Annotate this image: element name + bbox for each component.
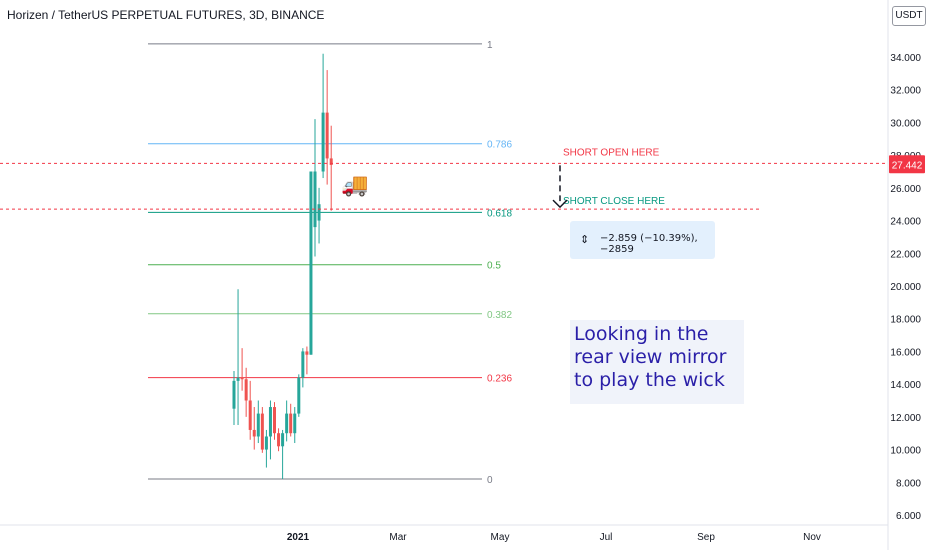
note-box: Looking in the rear view mirror to play … xyxy=(570,320,744,404)
chart-title: Horizen / TetherUS PERPETUAL FUTURES, 3D… xyxy=(7,8,325,22)
y-tick-label: 24.000 xyxy=(890,217,921,228)
candle-body xyxy=(281,433,285,447)
fib-level-label: 0.618 xyxy=(487,208,512,219)
y-tick-label: 14.000 xyxy=(890,380,921,391)
y-tick-label: 6.000 xyxy=(896,511,921,522)
candle-body xyxy=(301,351,305,378)
candle-body xyxy=(232,380,236,409)
x-tick-label: Nov xyxy=(803,532,821,543)
current-price-badge xyxy=(889,155,925,174)
fib-level-label: 0.236 xyxy=(487,374,512,385)
fib-level-label: 0 xyxy=(487,475,493,486)
x-tick-label: 2021 xyxy=(287,532,310,543)
x-tick-label: Mar xyxy=(389,532,407,543)
candle-body xyxy=(248,400,252,430)
candle-body xyxy=(313,171,317,228)
candle-body xyxy=(305,351,309,355)
candle-body xyxy=(244,379,248,401)
candle-body xyxy=(321,112,325,172)
candle-body xyxy=(297,377,301,414)
y-tick-label: 32.000 xyxy=(890,86,921,97)
note-line-3: to play the wick xyxy=(574,369,725,391)
fib-level-label: 1 xyxy=(487,40,493,51)
candle-body xyxy=(264,436,268,450)
candle-body xyxy=(317,204,321,221)
y-tick-label: 22.000 xyxy=(890,249,921,260)
candle-body xyxy=(236,377,240,381)
fib-level-label: 0.786 xyxy=(487,140,512,151)
fib-level-label: 0.382 xyxy=(487,310,512,321)
candle-body xyxy=(240,377,244,380)
candle-body xyxy=(289,413,293,434)
candle-body xyxy=(329,158,333,165)
current-price-label: 27.442 xyxy=(892,160,923,171)
y-tick-label: 30.000 xyxy=(890,118,921,129)
x-tick-label: Jul xyxy=(600,532,613,543)
candle-body xyxy=(260,413,264,450)
candle-body xyxy=(309,171,313,355)
x-tick-label: May xyxy=(491,532,510,543)
currency-button[interactable]: USDT xyxy=(892,6,926,26)
ruler-icon: ⇕ xyxy=(580,234,590,246)
note-line-2: rear view mirror xyxy=(574,346,727,368)
candle-body xyxy=(285,413,289,434)
candle-body xyxy=(325,112,329,159)
candle-body xyxy=(293,413,297,434)
truck-icon: 🚚 xyxy=(341,172,369,197)
candle-body xyxy=(277,433,281,447)
measure-arrow-head xyxy=(552,199,568,209)
candle-body xyxy=(252,429,256,437)
y-tick-label: 34.000 xyxy=(890,53,921,64)
note-line-1: Looking in the xyxy=(574,323,709,345)
y-tick-label: 8.000 xyxy=(896,478,921,489)
x-tick-label: Sep xyxy=(697,532,715,543)
y-tick-label: 26.000 xyxy=(890,184,921,195)
short-open-label: SHORT OPEN HERE xyxy=(563,147,660,158)
y-tick-label: 10.000 xyxy=(890,446,921,457)
measure-tooltip: ⇕ −2.859 (−10.39%), −2859 xyxy=(570,221,715,259)
y-tick-label: 16.000 xyxy=(890,347,921,358)
measure-text: −2.859 (−10.39%), −2859 xyxy=(600,233,698,255)
candle-body xyxy=(268,407,272,437)
y-tick-label: 18.000 xyxy=(890,315,921,326)
fib-level-label: 0.5 xyxy=(487,261,501,272)
candle-body xyxy=(273,407,276,434)
y-tick-label: 20.000 xyxy=(890,282,921,293)
candle-body xyxy=(256,413,260,437)
short-close-label: SHORT CLOSE HERE xyxy=(563,196,665,207)
y-tick-label: 12.000 xyxy=(890,413,921,424)
